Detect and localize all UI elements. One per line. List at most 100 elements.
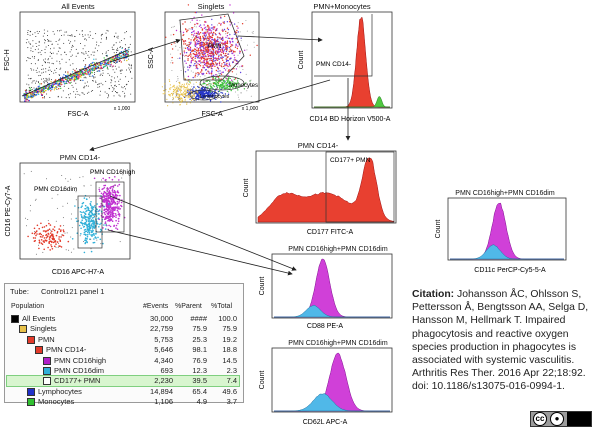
event-dot [51, 88, 53, 91]
event-dot [94, 216, 95, 217]
event-dot [168, 79, 170, 81]
event-dot [37, 52, 39, 54]
event-dot [98, 226, 100, 228]
event-dot [116, 190, 119, 192]
event-dot [211, 47, 214, 50]
event-dot [193, 39, 195, 42]
event-dot [42, 71, 44, 73]
event-dot [57, 82, 59, 85]
event-dot [181, 38, 184, 41]
event-dot [207, 39, 210, 42]
event-dot [65, 81, 68, 83]
event-dot [195, 11, 197, 14]
event-dot [48, 62, 50, 64]
event-dot [96, 62, 98, 64]
event-dot [251, 85, 252, 87]
event-dot [75, 199, 77, 201]
event-dot [216, 97, 218, 99]
table-row[interactable]: PMN CD14- 5,646 98.1 18.8 [7, 345, 239, 355]
event-dot [197, 97, 200, 99]
event-dot [111, 66, 113, 68]
event-dot [245, 73, 247, 75]
event-dot [67, 34, 69, 36]
table-row[interactable]: PMN 5,753 25.3 19.2 [7, 335, 239, 345]
event-dot [209, 93, 211, 95]
event-dot [206, 57, 208, 60]
table-row[interactable]: All Events 30,000 #### 100.0 [7, 314, 239, 324]
table-row[interactable]: CD177+ PMN 2,230 39.5 7.4 [6, 375, 240, 388]
table-row[interactable]: PMN CD16high 4,340 76.9 14.5 [7, 356, 239, 366]
event-dot [232, 12, 235, 14]
event-dot [208, 52, 211, 55]
event-dot [84, 82, 86, 84]
event-dot [89, 72, 92, 74]
event-dot [87, 207, 90, 210]
event-dot [234, 82, 236, 84]
event-dot [195, 53, 198, 55]
event-dot [203, 80, 205, 82]
y-axis-label: FSC-H [4, 49, 11, 70]
event-dot [187, 88, 189, 90]
event-dot [115, 32, 117, 34]
event-dot [105, 180, 107, 182]
table-row[interactable]: Monocytes 1,106 4.9 3.7 [7, 397, 239, 407]
event-dot [206, 80, 208, 83]
event-dot [225, 46, 227, 49]
event-dot [24, 89, 27, 92]
gate-label: CD177+ PMN [330, 157, 371, 164]
event-dot [182, 100, 184, 102]
y-axis-label: Count [298, 51, 305, 70]
event-dot [88, 51, 90, 52]
event-dot [118, 179, 120, 181]
gate-label-lymphocytes: Lymphocytes [200, 94, 230, 100]
event-dot [169, 88, 171, 91]
event-dot [203, 95, 206, 97]
event-dot [41, 64, 43, 66]
event-dot [62, 205, 64, 207]
event-dot [222, 28, 224, 30]
event-dot [82, 68, 84, 70]
event-dot [48, 238, 51, 240]
table-row[interactable]: PMN CD16dim 693 12.3 2.3 [7, 366, 239, 376]
event-dot [246, 30, 248, 32]
event-dot [74, 79, 77, 81]
event-dot [30, 93, 32, 95]
event-dot [82, 92, 84, 94]
event-dot [43, 91, 45, 93]
event-dot [170, 34, 172, 36]
event-dot [74, 69, 76, 72]
event-dot [34, 231, 36, 233]
event-dot [49, 51, 51, 53]
event-dot [187, 80, 189, 82]
event-dot [183, 66, 185, 68]
event-dot [89, 217, 91, 220]
event-dot [94, 72, 96, 74]
table-row[interactable]: Singlets 22,759 75.9 75.9 [7, 324, 239, 334]
event-dot [86, 238, 88, 240]
event-dot [211, 39, 213, 41]
event-dot [201, 56, 204, 59]
event-dot [25, 98, 28, 101]
event-dot [189, 28, 191, 30]
singlets-gate-line [21, 49, 129, 97]
event-dot [206, 94, 208, 97]
event-dot [60, 83, 62, 85]
table-row[interactable]: Lymphocytes 14,894 65.4 49.6 [7, 387, 239, 397]
event-dot [71, 227, 73, 229]
event-dot [51, 71, 53, 72]
event-dot [217, 51, 219, 53]
event-dot [208, 54, 210, 56]
cc-license-badge[interactable]: cc ● [530, 411, 592, 427]
event-dot [218, 93, 220, 95]
event-dot [225, 48, 227, 50]
event-dot [222, 37, 224, 40]
event-dot [209, 50, 211, 52]
event-dot [38, 31, 40, 33]
event-dot [214, 30, 217, 32]
event-dot [180, 86, 182, 88]
event-dot [214, 38, 216, 40]
event-dot [77, 52, 79, 54]
event-dot [56, 88, 58, 90]
gate-color-swatch [43, 377, 51, 386]
event-dot [102, 74, 104, 76]
